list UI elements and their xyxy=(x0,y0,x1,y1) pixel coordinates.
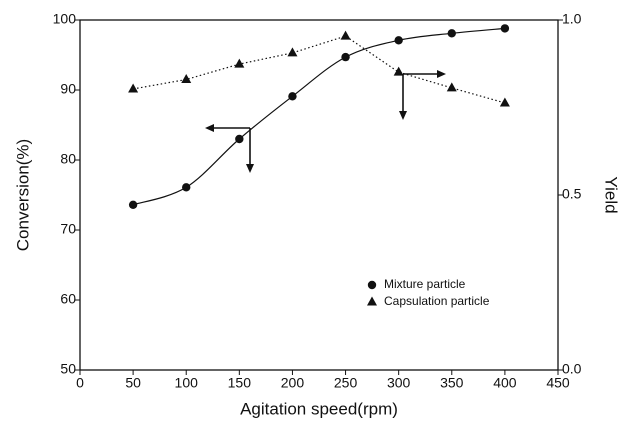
data-point xyxy=(235,134,244,144)
x-tick-label: 450 xyxy=(546,375,570,391)
y2-axis-label: Yield xyxy=(602,176,621,213)
data-point xyxy=(341,52,350,62)
legend-label: Capsulation particle xyxy=(384,294,490,308)
y2-tick-label: 0.0 xyxy=(562,361,582,377)
x-tick-label: 150 xyxy=(228,375,252,391)
x-tick-label: 0 xyxy=(76,375,84,391)
plot-frame xyxy=(79,19,559,371)
y-tick-label: 90 xyxy=(60,81,76,97)
data-point xyxy=(447,29,456,38)
x-tick-label: 250 xyxy=(334,375,358,391)
data-point xyxy=(128,200,138,209)
series-line xyxy=(133,35,506,104)
x-axis-label: Agitation speed(rpm) xyxy=(240,399,398,418)
data-point xyxy=(446,82,457,92)
legend-marker xyxy=(367,296,377,306)
y-tick-label: 70 xyxy=(60,221,76,237)
data-point xyxy=(128,83,139,93)
series-line xyxy=(132,27,505,206)
x-tick-label: 200 xyxy=(281,375,305,391)
legend-marker xyxy=(367,280,377,290)
y2-tick-label: 1.0 xyxy=(562,11,582,27)
y-tick-label: 100 xyxy=(53,11,77,27)
y-tick-label: 80 xyxy=(60,151,76,167)
legend-label: Mixture particle xyxy=(384,277,466,291)
x-tick-label: 300 xyxy=(387,375,411,391)
data-point xyxy=(499,97,510,107)
data-point xyxy=(288,92,297,101)
y-tick-label: 50 xyxy=(60,361,76,377)
data-point xyxy=(287,47,298,57)
x-tick-label: 400 xyxy=(493,375,517,391)
y-axis-label: Conversion(%) xyxy=(13,139,32,251)
data-point xyxy=(393,66,404,76)
data-point xyxy=(181,74,192,83)
x-tick-label: 100 xyxy=(175,375,199,391)
data-point xyxy=(500,24,510,33)
y2-tick-label: 0.5 xyxy=(562,186,582,202)
data-point xyxy=(182,183,191,192)
data-point xyxy=(234,58,245,68)
data-point xyxy=(340,30,351,40)
data-point xyxy=(394,36,403,45)
x-tick-label: 50 xyxy=(125,375,141,391)
annotation-arrows xyxy=(205,70,446,173)
x-tick-label: 350 xyxy=(440,375,464,391)
y-tick-label: 60 xyxy=(60,291,76,307)
